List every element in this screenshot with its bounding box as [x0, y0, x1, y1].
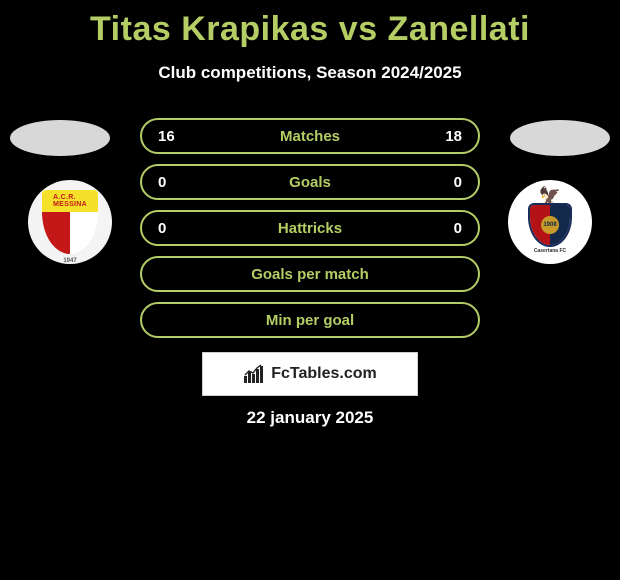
- club-right-year: 1908: [541, 216, 559, 234]
- club-badge-left: A.C.R.MESSINA 1947: [28, 180, 112, 264]
- page-title: Titas Krapikas vs Zanellati: [0, 0, 620, 49]
- brand-attribution: FcTables.com: [202, 352, 418, 396]
- stat-label: Min per goal: [142, 312, 478, 329]
- stat-row: Goals per match: [140, 256, 480, 292]
- brand-text: FcTables.com: [271, 365, 377, 383]
- stat-row: Min per goal: [140, 302, 480, 338]
- stat-label: Hattricks: [142, 220, 478, 237]
- player-photo-right: [510, 120, 610, 156]
- player-photo-left: [10, 120, 110, 156]
- stat-label: Goals per match: [142, 266, 478, 283]
- club-left-name: A.C.R.MESSINA: [53, 194, 87, 208]
- subtitle: Club competitions, Season 2024/2025: [0, 63, 620, 83]
- date-label: 22 january 2025: [0, 408, 620, 428]
- messina-shield: A.C.R.MESSINA 1947: [42, 190, 98, 254]
- stat-row: 0 Goals 0: [140, 164, 480, 200]
- stat-row: 0 Hattricks 0: [140, 210, 480, 246]
- club-left-year: 1947: [42, 258, 98, 264]
- stat-label: Goals: [142, 174, 478, 191]
- club-right-name: Casertana FC: [534, 248, 566, 254]
- stat-row: 16 Matches 18: [140, 118, 480, 154]
- stats-table: 16 Matches 18 0 Goals 0 0 Hattricks 0 Go…: [140, 118, 480, 348]
- bar-chart-icon: [243, 364, 265, 384]
- club-badge-right: 🦅 1908 Casertana FC: [508, 180, 592, 264]
- casertana-shield: 🦅 1908 Casertana FC: [518, 187, 582, 257]
- stat-label: Matches: [142, 128, 478, 145]
